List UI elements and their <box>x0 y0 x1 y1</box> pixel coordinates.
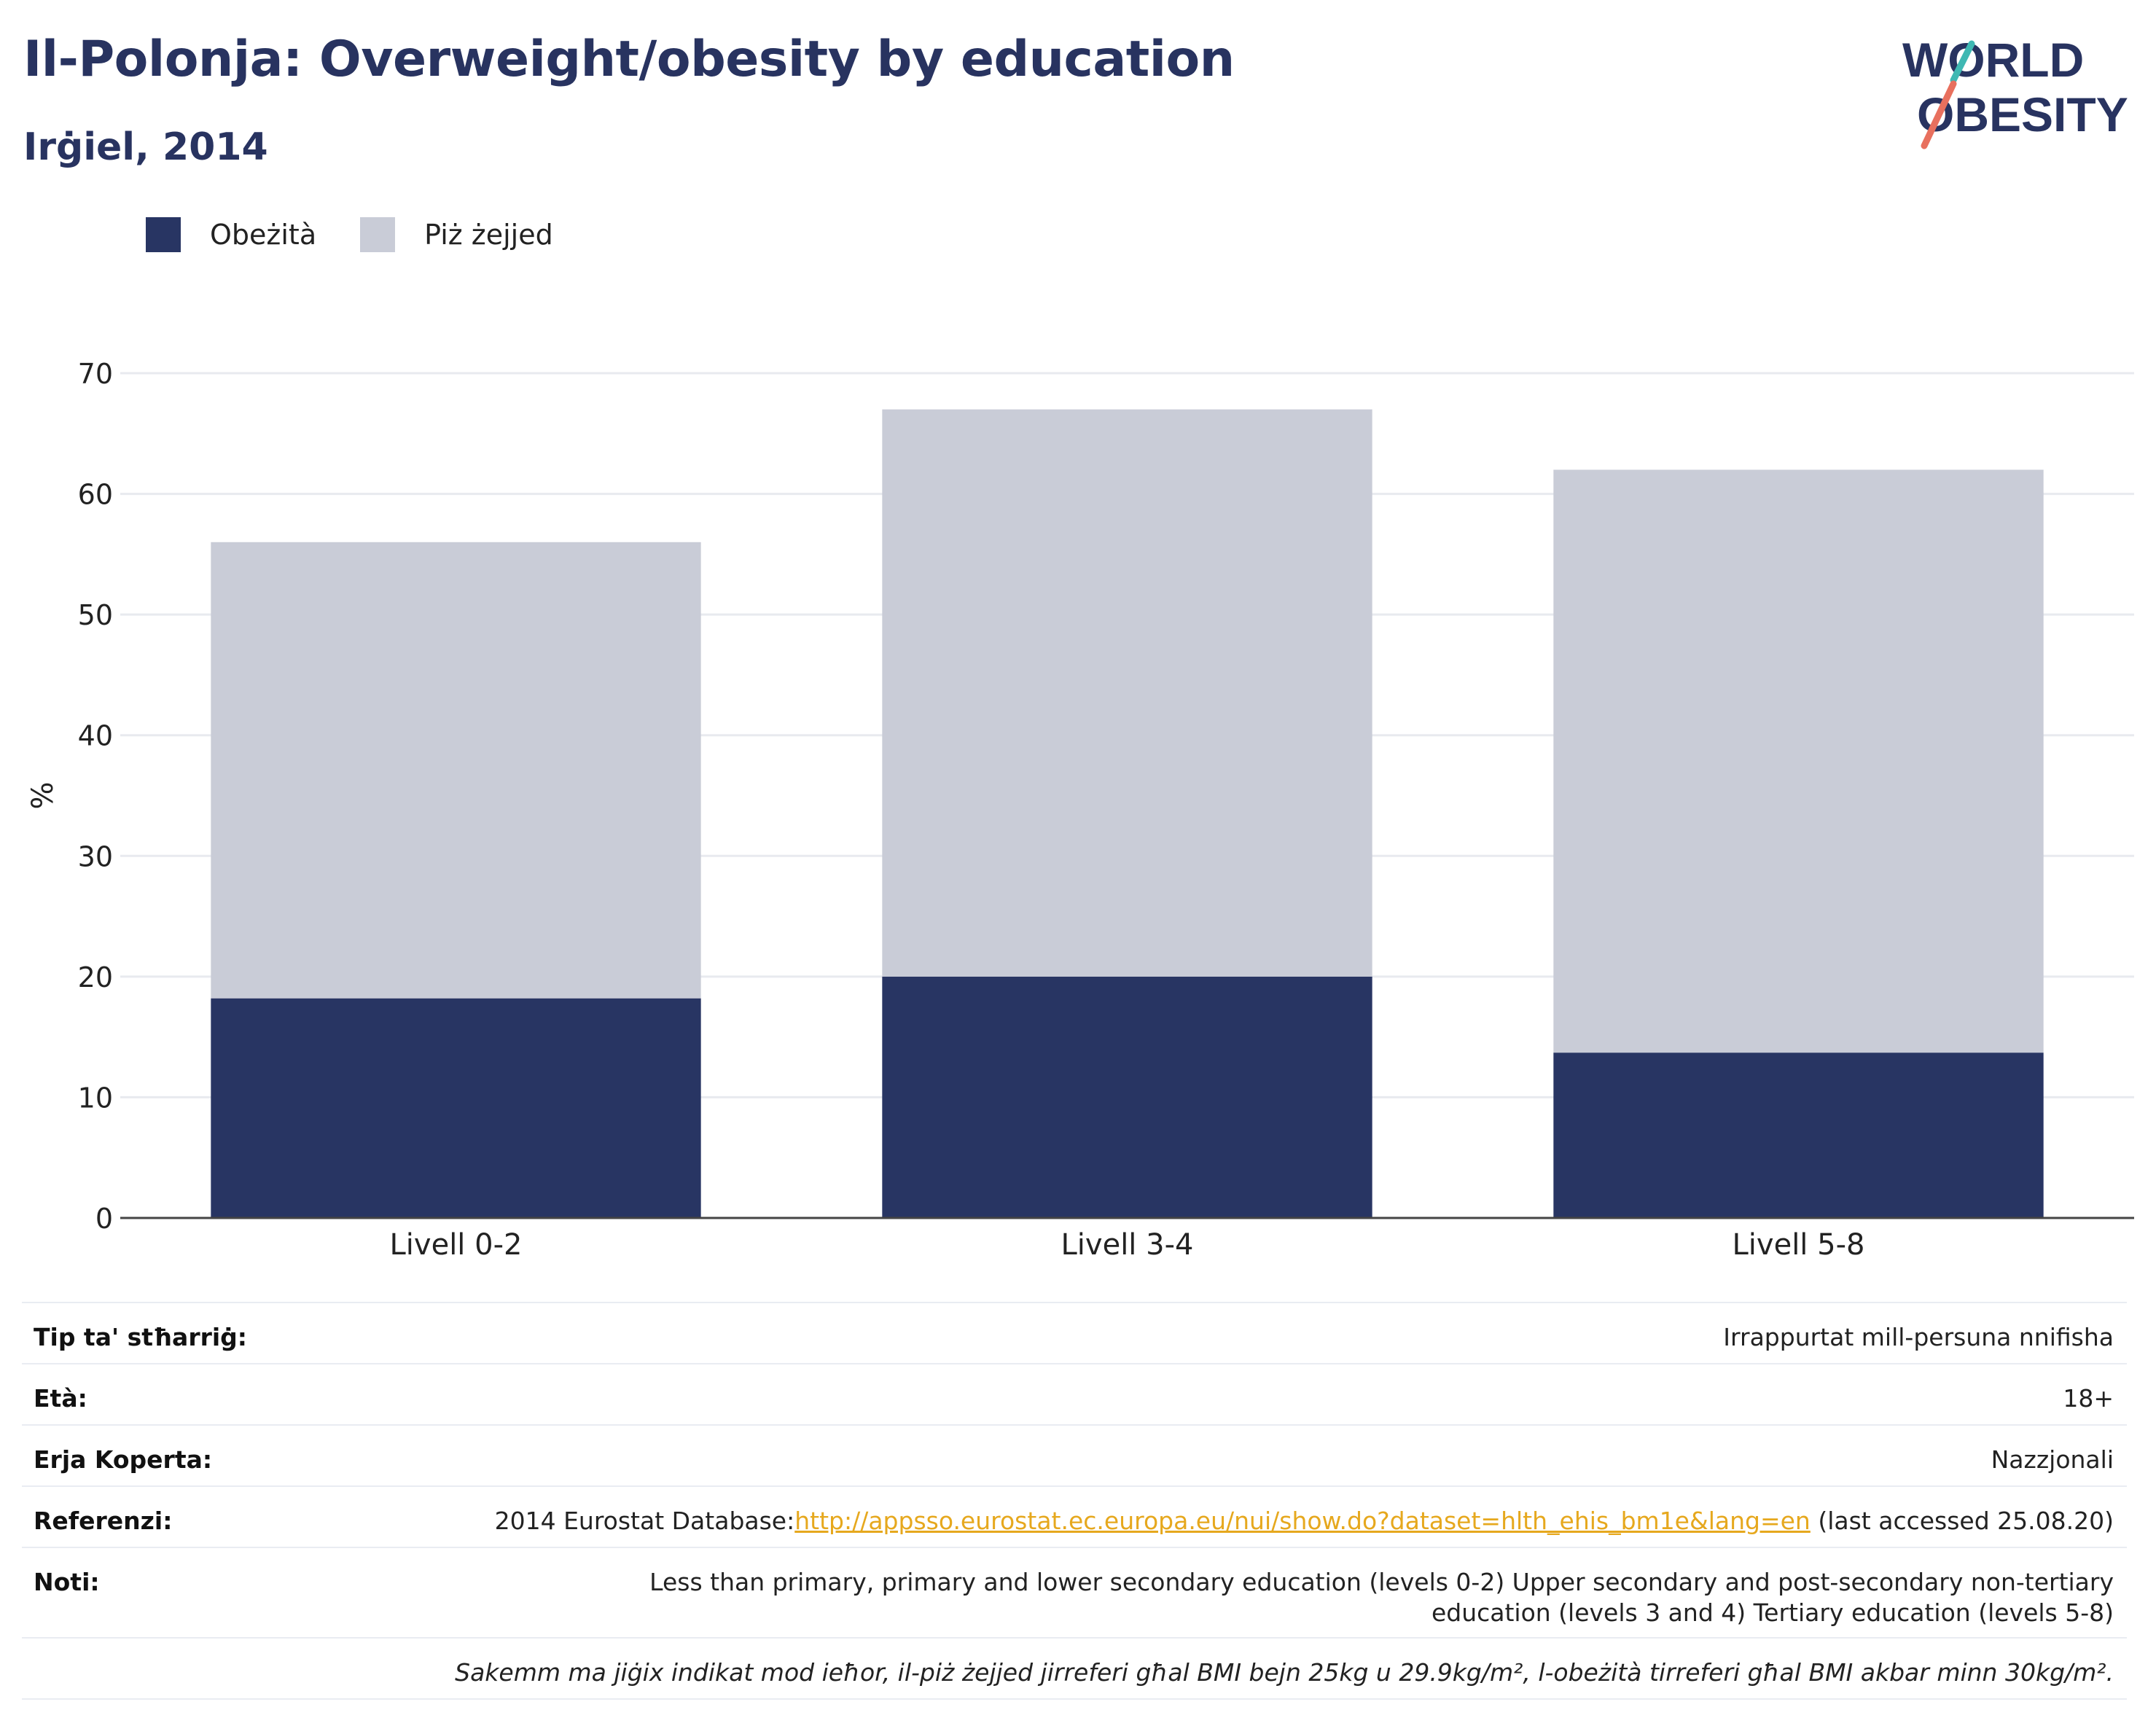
info-row-age: Età: 18+ <box>22 1363 2127 1424</box>
y-tick-label: 10 <box>78 1082 113 1114</box>
notes-value: Less than primary, primary and lower sec… <box>649 1568 2114 1627</box>
info-row-survey-type: Tip ta' stħarriġ: Irrappurtat mill-persu… <box>22 1302 2127 1363</box>
survey-type-value: Irrappurtat mill-persuna nnifisha <box>1723 1323 2114 1351</box>
legend-swatch-overweight <box>360 217 396 252</box>
reference-suffix: (last accessed 25.08.20) <box>1810 1507 2114 1535</box>
bar-obesity <box>882 976 1372 1218</box>
logo-line1: WORLD <box>1902 33 2084 87</box>
bar-obesity <box>1553 1052 2044 1218</box>
bar-obesity <box>211 998 701 1218</box>
footnote: Sakemm ma jiġix indikat mod ieħor, il-pi… <box>455 1658 2114 1687</box>
world-obesity-logo: WORLD OBESITY <box>1902 33 2128 149</box>
legend-item-obesity[interactable]: Obeżità <box>146 217 316 252</box>
reference-value: 2014 Eurostat Database:http://appsso.eur… <box>495 1487 2114 1547</box>
reference-label: Referenzi: <box>34 1507 173 1535</box>
legend-item-overweight[interactable]: Piż żejjed <box>360 217 553 252</box>
bar-overweight <box>1553 469 2044 1053</box>
info-row-reference: Referenzi: 2014 Eurostat Database:http:/… <box>22 1485 2127 1547</box>
legend-label-obesity: Obeżità <box>210 219 317 251</box>
x-tick-label: Livell 3-4 <box>1061 1228 1194 1262</box>
bar-chart: 0 10 20 30 40 50 60 70% Livell 0-2 Livell 3-4 Live… <box>26 358 2134 1262</box>
y-tick-label: 30 <box>78 840 113 872</box>
logo-line2: OBESITY <box>1917 87 2128 141</box>
chart-legend: Obeżità Piż żejjed <box>146 217 597 252</box>
reference-prefix: 2014 Eurostat Database: <box>494 1507 795 1535</box>
info-row-area: Erja Koperta: Nazzjonali <box>22 1424 2127 1485</box>
y-tick-label: 20 <box>78 961 113 993</box>
y-tick-label: 70 <box>78 358 113 390</box>
x-tick-label: Livell 0-2 <box>390 1228 523 1262</box>
legend-label-overweight: Piż żejjed <box>424 219 553 251</box>
info-row-notes: Noti: Less than primary, primary and low… <box>22 1547 2127 1637</box>
chart-subtitle: Irġiel, 2014 <box>23 125 268 169</box>
reference-link[interactable]: http://appsso.eurostat.ec.europa.eu/nui/… <box>794 1507 1811 1535</box>
bar-overweight <box>882 409 1372 977</box>
age-value: 18+ <box>2063 1384 2114 1413</box>
y-tick-label: 50 <box>78 599 113 631</box>
chart-title: Il-Polonja: Overweight/obesity by educat… <box>23 31 1235 88</box>
y-tick-label: 60 <box>78 479 113 511</box>
survey-type-label: Tip ta' stħarriġ: <box>34 1323 248 1351</box>
y-tick-label: 0 <box>95 1203 113 1235</box>
x-tick-label: Livell 5-8 <box>1733 1228 1865 1262</box>
area-value: Nazzjonali <box>1991 1445 2114 1474</box>
legend-swatch-obesity <box>146 217 181 252</box>
area-label: Erja Koperta: <box>34 1445 213 1474</box>
y-axis-label: % <box>26 781 60 809</box>
age-label: Età: <box>34 1384 87 1413</box>
info-row-footnote: Sakemm ma jiġix indikat mod ieħor, il-pi… <box>22 1637 2127 1700</box>
bar-overweight <box>211 542 701 999</box>
y-tick-label: 40 <box>78 720 113 752</box>
info-table: Tip ta' stħarriġ: Irrappurtat mill-persu… <box>22 1302 2127 1700</box>
notes-label: Noti: <box>34 1568 100 1596</box>
